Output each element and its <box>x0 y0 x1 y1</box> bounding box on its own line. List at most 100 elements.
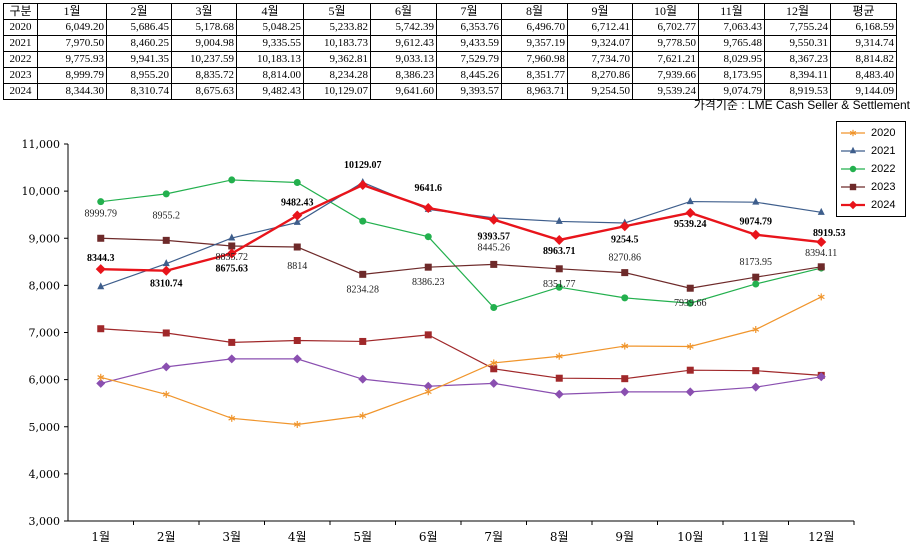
data-point <box>97 198 105 206</box>
data-point <box>161 362 171 372</box>
legend-swatch-icon <box>841 146 865 154</box>
series-line-2024 <box>100 183 822 272</box>
data-point <box>162 329 170 337</box>
legend-label: 2020 <box>871 127 896 139</box>
data-label-2023: 8999.79 <box>85 208 118 219</box>
data-point <box>359 337 367 345</box>
data-point <box>226 248 237 259</box>
value-cell: 9,641.60 <box>370 83 437 100</box>
data-label-2024: 9074.79 <box>740 217 773 228</box>
value-cell: 8,999.79 <box>37 67 107 84</box>
legend-label: 2024 <box>871 199 896 211</box>
average-cell: 9,144.09 <box>830 83 897 100</box>
data-point <box>621 342 629 350</box>
data-label-2023: 8173.95 <box>740 257 773 268</box>
legend-swatch-icon <box>841 165 865 173</box>
legend-label: 2021 <box>871 145 896 157</box>
data-point <box>555 216 563 224</box>
series-line-2021 <box>100 181 822 288</box>
data-point <box>752 273 760 281</box>
data-point <box>620 387 630 397</box>
data-label-2023: 8835.72 <box>216 252 249 263</box>
legend-item-2021: 2021 <box>837 142 905 160</box>
legend-item-2024: 2024 <box>837 196 905 214</box>
y-tick-label: 8,000 <box>29 279 61 292</box>
data-point <box>555 352 563 360</box>
data-point <box>752 280 760 288</box>
value-cell: 8,835.72 <box>171 67 237 84</box>
data-point <box>817 293 825 301</box>
data-point <box>359 270 367 278</box>
data-point <box>489 378 499 388</box>
data-point <box>424 388 432 396</box>
series-line-2022 <box>100 179 822 309</box>
data-point <box>293 337 301 345</box>
table-row: 2022 9,775.93 9,941.35 10,237.59 10,183.13 9,… <box>3 51 897 68</box>
data-point <box>817 263 825 271</box>
value-cell: 8,310.74 <box>106 83 172 100</box>
value-cell: 9,539.24 <box>632 83 699 100</box>
value-cell: 6,049.20 <box>37 19 107 36</box>
value-cell: 10,237.59 <box>171 51 237 68</box>
average-cell: 8,814.82 <box>830 51 897 68</box>
data-point <box>816 237 827 248</box>
source-note: 가격기준 : LME Cash Seller & Settlement <box>693 98 910 112</box>
data-point <box>359 412 367 420</box>
value-cell: 5,742.39 <box>370 19 437 36</box>
data-label-2023: 8386.23 <box>412 277 445 288</box>
data-label-2024: 8310.74 <box>150 279 183 290</box>
data-point <box>423 381 433 391</box>
data-point <box>490 304 498 312</box>
y-tick-label: 5,000 <box>29 421 61 434</box>
data-point <box>228 233 236 241</box>
data-point <box>555 374 563 382</box>
y-tick-label: 6,000 <box>29 374 61 387</box>
header-cell: 평균 <box>830 3 897 20</box>
data-point <box>686 366 694 374</box>
data-point <box>751 382 761 392</box>
data-point <box>293 217 301 225</box>
header-cell: 4월 <box>236 3 304 20</box>
table-row: 2024 8,344.30 8,310.74 8,675.63 9,482.43 10,1… <box>3 83 897 100</box>
value-cell: 9,254.50 <box>567 83 633 100</box>
data-point <box>750 229 761 240</box>
data-point <box>554 389 564 399</box>
data-point <box>95 264 106 275</box>
data-point <box>488 214 499 225</box>
data-label-2023: 8445.26 <box>478 242 511 253</box>
data-label-2024: 8675.63 <box>216 264 249 275</box>
data-point <box>161 265 172 276</box>
x-tick-label: 8월 <box>550 530 569 544</box>
data-label-2023: 8351.77 <box>543 279 576 290</box>
data-point <box>359 217 367 225</box>
data-point <box>162 190 170 198</box>
data-label-2024: 10129.07 <box>344 160 382 171</box>
x-tick-label: 2월 <box>157 530 176 544</box>
legend-item-2022: 2022 <box>837 160 905 178</box>
data-point <box>424 233 432 241</box>
value-cell: 5,686.45 <box>106 19 172 36</box>
y-tick-label: 4,000 <box>29 468 61 481</box>
data-point <box>228 414 236 422</box>
data-point <box>817 207 825 215</box>
data-point <box>490 359 498 367</box>
data-point <box>357 180 368 191</box>
data-point <box>621 294 629 302</box>
data-point <box>162 259 170 267</box>
data-point <box>292 354 302 364</box>
data-point <box>752 197 760 205</box>
data-label-2024: 9539.24 <box>674 219 707 230</box>
chart-legend: 2020 2021 2022 2023 2024 <box>836 121 906 217</box>
table-row: 2020 6,049.20 5,686.45 5,178.68 5,048.25 5,23… <box>3 19 897 36</box>
value-cell: 9,612.43 <box>370 35 437 52</box>
data-point <box>752 326 760 334</box>
data-point <box>686 343 694 351</box>
header-cell: 12월 <box>764 3 831 20</box>
legend-item-2020: 2020 <box>837 124 905 142</box>
value-cell: 9,335.55 <box>236 35 304 52</box>
data-label-2023: 8394.11 <box>805 248 837 259</box>
data-point <box>424 331 432 339</box>
x-tick-label: 5월 <box>353 530 372 544</box>
data-point <box>292 210 303 221</box>
